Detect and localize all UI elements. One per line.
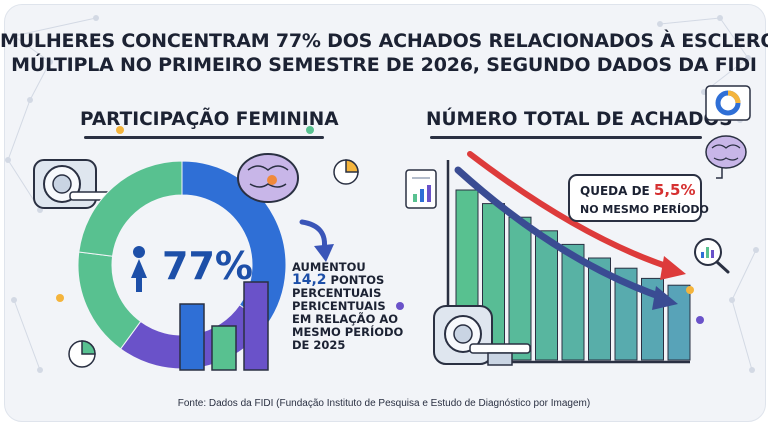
note-line-2b: PONTOS xyxy=(326,273,385,287)
small-bar-chart xyxy=(179,281,269,371)
note-line-6: MESMO PERÍODO xyxy=(292,325,404,339)
brain-icon xyxy=(705,135,747,179)
note-value: 14,2 xyxy=(292,272,327,288)
note-line-1: AUMENTOU xyxy=(292,260,366,274)
trend-bar-5 xyxy=(561,243,585,361)
curved-arrow xyxy=(299,219,334,262)
source-note: Fonte: Dados da FIDI (Fundação Instituto… xyxy=(177,398,591,409)
title-line-1: MULHERES CONCENTRAM 77% DOS ACHADOS RELA… xyxy=(0,30,768,52)
trend-bar-7 xyxy=(614,267,638,361)
note-line-7: DE 2025 xyxy=(292,338,346,352)
callout-line-2: NO MESMO PERÍODO xyxy=(580,203,709,216)
callout-value: 5,5% xyxy=(653,181,696,199)
note-line-4: PERICENTUAIS xyxy=(292,299,386,313)
right-heading: NÚMERO TOTAL DE ACHADOS xyxy=(426,109,733,130)
trend-bar-3 xyxy=(508,216,532,361)
increase-note: AUMENTOU 14,2 PONTOS PERCENTUAIS PERICEN… xyxy=(292,261,403,352)
pie-chart-icon xyxy=(333,159,359,185)
brain-icon xyxy=(237,153,299,203)
small-bar-1 xyxy=(179,303,205,371)
title-line-2: MÚLTIPLA NO PRIMEIRO SEMESTRE DE 2026, S… xyxy=(11,54,757,76)
donut-other-slice xyxy=(78,160,183,257)
left-heading-underline xyxy=(84,136,324,139)
note-line-5: EM RELAÇÃO AO xyxy=(292,312,399,326)
right-heading-underline xyxy=(430,136,702,139)
magnifier-chart-icon xyxy=(694,238,730,274)
decline-callout: QUEDA DE 5,5% NO MESMO PERÍODO xyxy=(568,174,709,222)
note-line-3: PERCENTUAIS xyxy=(292,286,382,300)
monitor-icon xyxy=(705,85,751,121)
trend-bar-4 xyxy=(535,230,558,361)
trend-bar-9 xyxy=(667,284,691,361)
woman-icon xyxy=(131,246,147,292)
female-percent-label: 77% xyxy=(162,244,253,288)
small-bar-3 xyxy=(243,281,269,371)
navy-trend-arrow xyxy=(454,166,668,302)
mri-scanner-icon xyxy=(433,305,531,366)
dot-decoration xyxy=(56,126,704,324)
donut-hole xyxy=(113,196,251,334)
red-trend-arrow xyxy=(467,151,675,271)
callout-prefix: QUEDA DE xyxy=(580,184,654,198)
left-heading: PARTICIPAÇÃO FEMININA xyxy=(80,109,339,130)
small-bar-2 xyxy=(211,325,237,371)
mri-scanner-icon xyxy=(33,159,111,209)
trend-bar-6 xyxy=(588,257,611,361)
pie-chart-icon xyxy=(68,340,96,368)
document-chart-icon xyxy=(405,169,437,209)
